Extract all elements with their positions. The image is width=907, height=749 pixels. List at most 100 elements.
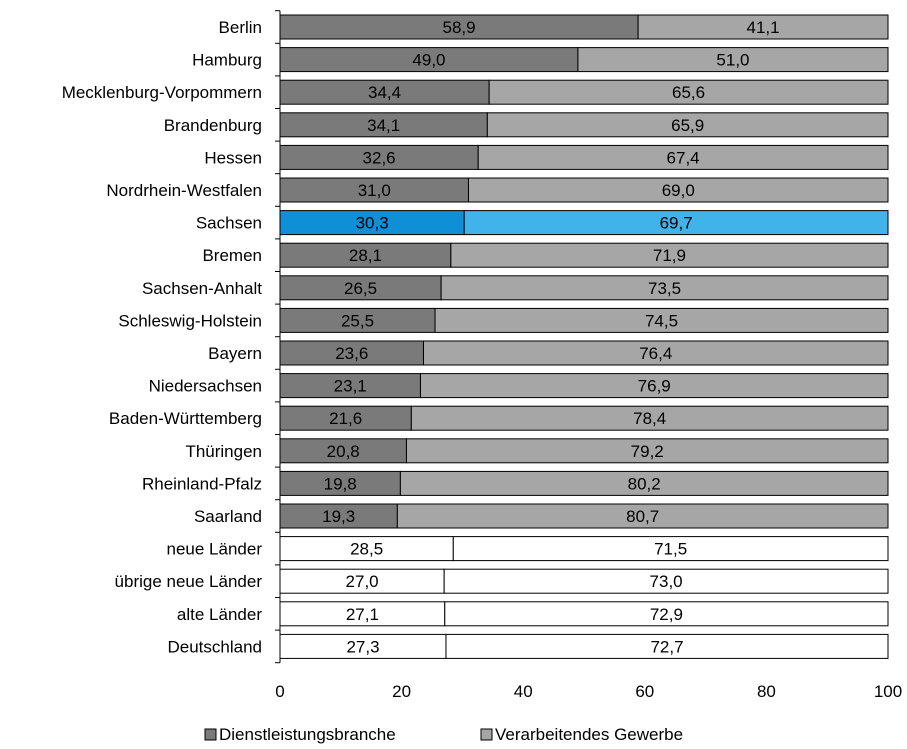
bar-segment-verarbeitend: [410, 405, 889, 431]
data-label-verarbeitend: 69,0: [662, 181, 695, 200]
bar-segment-verarbeitend: [477, 144, 889, 170]
bar-segment-verarbeitend: [467, 177, 889, 203]
category-label: Nordrhein-Westfalen: [106, 181, 262, 200]
data-label-dienstleistung: 27,3: [346, 637, 379, 656]
category-label: übrige neue Länder: [115, 572, 263, 591]
data-label-verarbeitend: 71,9: [653, 246, 686, 265]
bar-segment-verarbeitend: [445, 633, 889, 659]
category-label: Schleswig-Holstein: [118, 311, 262, 330]
data-label-verarbeitend: 72,9: [650, 605, 683, 624]
category-label: Thüringen: [185, 442, 262, 461]
data-label-verarbeitend: 51,0: [716, 51, 749, 70]
bar-segment-verarbeitend: [637, 14, 889, 40]
x-tick-label: 80: [757, 682, 776, 701]
data-label-verarbeitend: 65,9: [671, 116, 704, 135]
data-label-dienstleistung: 26,5: [344, 279, 377, 298]
legend-swatch: [480, 728, 493, 741]
legend-label: Verarbeitendes Gewerbe: [495, 725, 683, 744]
data-label-verarbeitend: 69,7: [660, 214, 693, 233]
data-label-dienstleistung: 32,6: [363, 148, 396, 167]
bar-segment-verarbeitend: [444, 601, 889, 627]
category-label: Hamburg: [192, 51, 262, 70]
legend-swatch: [204, 728, 217, 741]
bar-segment-verarbeitend: [486, 112, 889, 138]
bar-segment-verarbeitend: [396, 503, 889, 529]
data-label-dienstleistung: 19,3: [322, 507, 355, 526]
category-label: Hessen: [204, 148, 262, 167]
category-label: Brandenburg: [164, 116, 262, 135]
x-tick-label: 60: [635, 682, 654, 701]
data-label-dienstleistung: 21,6: [329, 409, 362, 428]
category-label: Saarland: [194, 507, 262, 526]
data-label-dienstleistung: 34,4: [368, 83, 401, 102]
category-label: Sachsen: [196, 214, 262, 233]
bar-segment-verarbeitend: [405, 438, 889, 464]
data-label-dienstleistung: 20,8: [327, 442, 360, 461]
data-label-verarbeitend: 76,9: [638, 377, 671, 396]
category-label: Berlin: [219, 18, 262, 37]
legend-label: Dienstleistungsbranche: [219, 725, 396, 744]
bar-segment-dienstleistung: [279, 14, 639, 40]
data-label-verarbeitend: 73,5: [648, 279, 681, 298]
bar-segment-verarbeitend: [419, 373, 889, 399]
category-label: Bayern: [208, 344, 262, 363]
data-label-dienstleistung: 28,5: [350, 540, 383, 559]
x-tick-label: 100: [874, 682, 902, 701]
category-label: neue Länder: [167, 540, 263, 559]
category-label: Mecklenburg-Vorpommern: [62, 83, 262, 102]
data-label-dienstleistung: 23,6: [335, 344, 368, 363]
category-label: Baden-Württemberg: [109, 409, 262, 428]
data-label-dienstleistung: 49,0: [412, 51, 445, 70]
bar-segment-verarbeitend: [452, 536, 889, 562]
bar-segment-dienstleistung: [279, 633, 447, 659]
x-tick-label: 40: [514, 682, 533, 701]
data-label-dienstleistung: 27,0: [346, 572, 379, 591]
data-label-verarbeitend: 79,2: [631, 442, 664, 461]
bar-segment-verarbeitend: [443, 568, 889, 594]
data-label-verarbeitend: 67,4: [667, 148, 700, 167]
data-label-dienstleistung: 28,1: [349, 246, 382, 265]
bar-segment-verarbeitend: [450, 242, 889, 268]
category-label: Sachsen-Anhalt: [142, 279, 262, 298]
category-label: Bremen: [202, 246, 262, 265]
data-label-verarbeitend: 80,7: [626, 507, 659, 526]
data-label-verarbeitend: 72,7: [650, 637, 683, 656]
data-label-dienstleistung: 58,9: [443, 18, 476, 37]
data-label-verarbeitend: 78,4: [633, 409, 666, 428]
bar-segment-verarbeitend: [463, 210, 889, 236]
category-label: alte Länder: [177, 605, 262, 624]
bar-segment-dienstleistung: [279, 47, 579, 73]
bar-segment-verarbeitend: [434, 307, 889, 333]
data-label-verarbeitend: 80,2: [628, 474, 661, 493]
bar-segment-dienstleistung: [279, 340, 424, 366]
data-label-verarbeitend: 76,4: [639, 344, 672, 363]
data-label-dienstleistung: 25,5: [341, 311, 374, 330]
category-label: Niedersachsen: [149, 377, 262, 396]
data-label-dienstleistung: 27,1: [346, 605, 379, 624]
bar-segment-dienstleistung: [279, 601, 446, 627]
data-label-dienstleistung: 19,8: [324, 474, 357, 493]
x-tick-label: 20: [392, 682, 411, 701]
bar-segment-dienstleistung: [279, 405, 412, 431]
data-label-verarbeitend: 65,6: [672, 83, 705, 102]
data-label-dienstleistung: 34,1: [367, 116, 400, 135]
bars-layer: 58,9 41,1 49,0 51,0 34,4 65,6 34,1 65,9 32,6 67,4…: [279, 14, 889, 659]
data-label-verarbeitend: 74,5: [645, 311, 678, 330]
bar-segment-dienstleistung: [279, 373, 421, 399]
data-label-verarbeitend: 73,0: [650, 572, 683, 591]
bar-segment-verarbeitend: [399, 470, 889, 496]
x-axis: 0 20 40 60 80 100: [275, 10, 902, 701]
bar-segment-dienstleistung: [279, 568, 445, 594]
bar-segment-verarbeitend: [440, 275, 889, 301]
category-label: Deutschland: [167, 637, 262, 656]
data-label-verarbeitend: 41,1: [747, 18, 780, 37]
bar-segment-dienstleistung: [279, 79, 490, 105]
bar-segment-verarbeitend: [577, 47, 889, 73]
bar-segment-dienstleistung: [279, 112, 488, 138]
bar-segment-dienstleistung: [279, 503, 398, 529]
bar-segment-verarbeitend: [422, 340, 889, 366]
x-tick-label: 0: [275, 682, 284, 701]
bar-segment-dienstleistung: [279, 470, 401, 496]
legend: Dienstleistungsbranche Verarbeitendes Gew…: [204, 725, 683, 744]
